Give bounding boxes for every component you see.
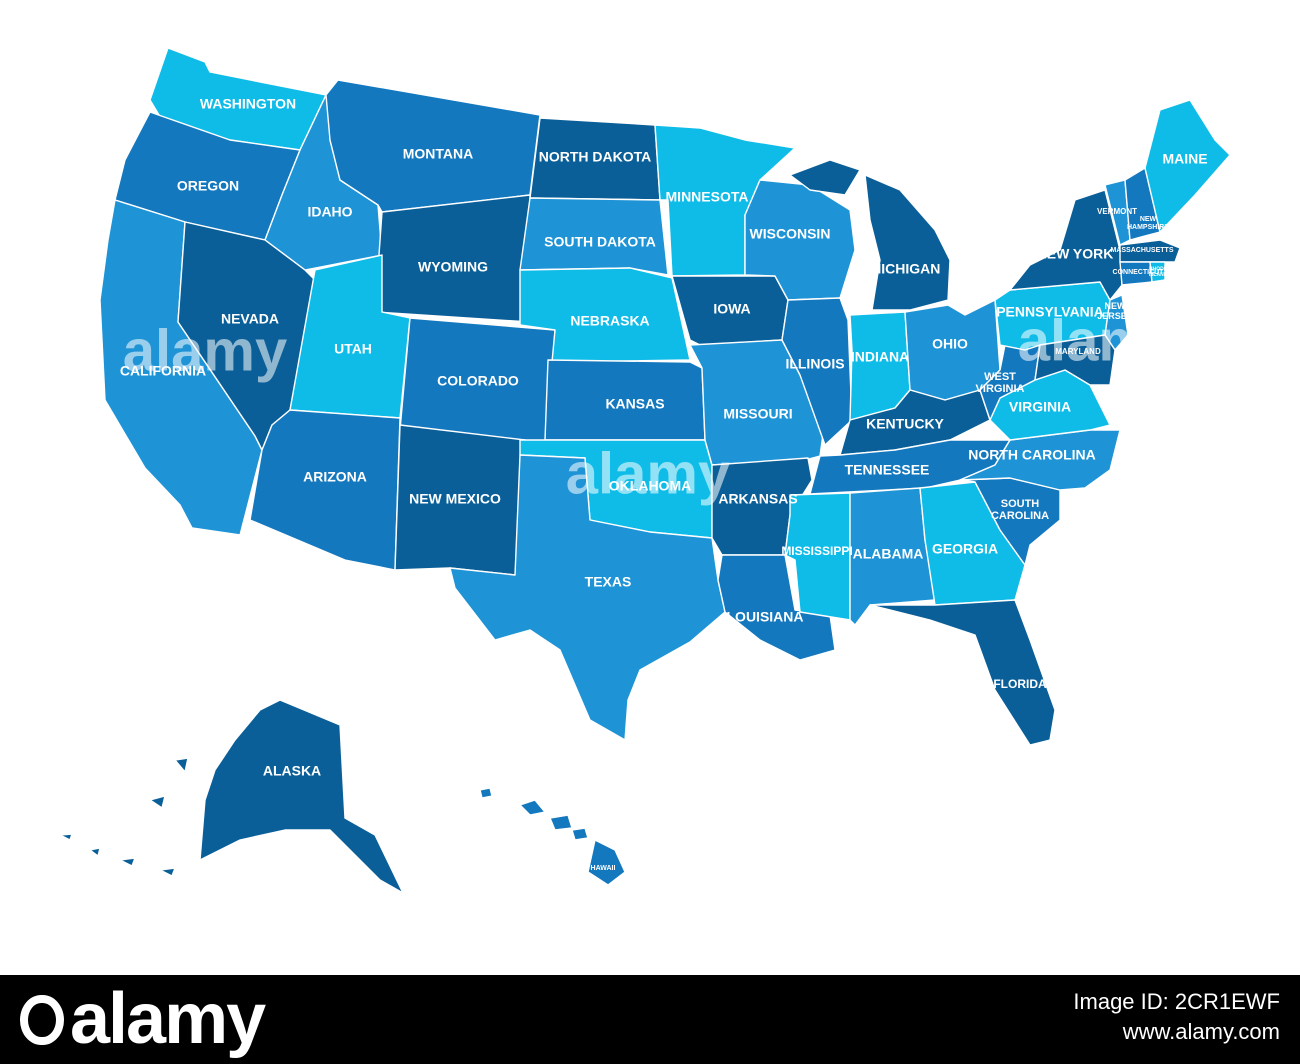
label-florida: FLORIDA bbox=[993, 677, 1047, 691]
label-north-dakota: NORTH DAKOTA bbox=[539, 149, 652, 165]
island-hawaii bbox=[549, 814, 573, 831]
state-alaska bbox=[199, 699, 404, 894]
label-new-jersey: NEW JERSEY bbox=[1097, 301, 1133, 321]
label-montana: MONTANA bbox=[403, 146, 474, 162]
label-massachusetts: MASSACHUSETTS bbox=[1110, 247, 1173, 254]
label-mississippi: MISSISSIPPI bbox=[781, 544, 852, 558]
label-ohio: OHIO bbox=[932, 336, 968, 352]
image-id: Image ID: 2CR1EWF bbox=[1073, 989, 1280, 1014]
state-maine bbox=[1144, 99, 1231, 233]
state-hawaii bbox=[587, 839, 626, 886]
state-rhode-island bbox=[1149, 261, 1166, 283]
label-nebraska: NEBRASKA bbox=[570, 313, 649, 329]
label-utah: UTAH bbox=[334, 341, 372, 357]
usa-map-svg: WASHINGTON OREGON CALIFORNIA IDAHO NEVADA MON… bbox=[59, 47, 1231, 894]
island-alaska bbox=[59, 833, 73, 841]
label-oregon: OREGON bbox=[177, 178, 239, 194]
label-south-carolina: SOUTH CAROLINA bbox=[991, 498, 1049, 522]
label-tennessee: TENNESSEE bbox=[845, 462, 930, 478]
footer-info: Image ID: 2CR1EWF www.alamy.com bbox=[1073, 987, 1280, 1047]
label-illinois: ILLINOIS bbox=[785, 356, 844, 372]
label-new-hampshire: NEW HAMPSHIRE bbox=[1127, 216, 1169, 231]
label-alabama: ALABAMA bbox=[853, 546, 924, 562]
island-hawaii bbox=[571, 827, 589, 841]
label-new-york: NEW YORK bbox=[1037, 246, 1114, 262]
state-florida bbox=[869, 599, 1056, 746]
label-louisiana: LOUISIANA bbox=[727, 609, 804, 625]
label-minnesota: MINNESOTA bbox=[666, 189, 749, 205]
label-indiana: INDIANA bbox=[851, 349, 909, 365]
label-california: CALIFORNIA bbox=[120, 363, 206, 379]
state-arizona bbox=[249, 409, 401, 571]
label-connecticut: CONNECTICUT bbox=[1113, 269, 1165, 276]
label-missouri: MISSOURI bbox=[723, 406, 792, 422]
state-south-dakota bbox=[519, 197, 669, 276]
label-rhode-island: RHODE ISLAND bbox=[1149, 267, 1168, 279]
island-alaska bbox=[119, 857, 136, 867]
label-north-carolina: NORTH CAROLINA bbox=[968, 447, 1096, 463]
label-kansas: KANSAS bbox=[605, 396, 664, 412]
label-iowa: IOWA bbox=[713, 301, 750, 317]
label-west-virginia: WEST VIRGINIA bbox=[976, 371, 1025, 395]
label-arkansas: ARKANSAS bbox=[718, 491, 797, 507]
island-hawaii bbox=[519, 799, 546, 816]
label-maine: MAINE bbox=[1162, 151, 1207, 167]
label-pennsylvania: PENNSYLVANIA bbox=[996, 304, 1104, 320]
state-texas bbox=[449, 454, 726, 741]
island-alaska bbox=[89, 847, 101, 857]
label-south-dakota: SOUTH DAKOTA bbox=[544, 234, 656, 250]
label-virginia: VIRGINIA bbox=[1009, 399, 1071, 415]
label-hawaii: HAWAII bbox=[591, 865, 616, 872]
label-oklahoma: OKLAHOMA bbox=[609, 478, 691, 494]
label-texas: TEXAS bbox=[585, 574, 632, 590]
footer-bar: alamy Image ID: 2CR1EWF www.alamy.com bbox=[0, 975, 1300, 1064]
label-kentucky: KENTUCKY bbox=[866, 416, 944, 432]
alamy-logo: alamy bbox=[20, 979, 266, 1059]
label-nevada: NEVADA bbox=[221, 311, 279, 327]
state-new-jersey bbox=[1104, 294, 1129, 351]
island-alaska bbox=[174, 757, 189, 773]
label-arizona: ARIZONA bbox=[303, 469, 367, 485]
logo-text: alamy bbox=[70, 979, 266, 1059]
state-new-york bbox=[1009, 189, 1123, 301]
label-idaho: IDAHO bbox=[307, 204, 352, 220]
state-louisiana bbox=[717, 554, 836, 661]
island-hawaii bbox=[479, 787, 493, 799]
island-alaska bbox=[149, 795, 166, 809]
state-illinois bbox=[781, 297, 853, 446]
label-wyoming: WYOMING bbox=[418, 259, 488, 275]
state-north-carolina bbox=[959, 429, 1121, 491]
state-maryland bbox=[1034, 334, 1116, 386]
usa-map: WASHINGTON OREGON CALIFORNIA IDAHO NEVADA MON… bbox=[59, 47, 1231, 894]
logo-mark-icon bbox=[20, 994, 64, 1045]
label-michigan: MICHIGAN bbox=[870, 261, 941, 277]
label-maryland: MARYLAND bbox=[1055, 347, 1101, 356]
label-vermont: VERMONT bbox=[1097, 207, 1137, 216]
island-alaska bbox=[159, 867, 176, 877]
site-url: www.alamy.com bbox=[1122, 1019, 1280, 1044]
label-washington: WASHINGTON bbox=[200, 96, 296, 112]
state-wisconsin bbox=[744, 179, 856, 301]
label-georgia: GEORGIA bbox=[932, 541, 998, 557]
state-massachusetts bbox=[1119, 239, 1181, 263]
label-wisconsin: WISCONSIN bbox=[750, 226, 831, 242]
state-michigan bbox=[789, 159, 951, 311]
label-alaska: ALASKA bbox=[263, 763, 321, 779]
label-new-mexico: NEW MEXICO bbox=[409, 491, 501, 507]
label-colorado: COLORADO bbox=[437, 373, 519, 389]
